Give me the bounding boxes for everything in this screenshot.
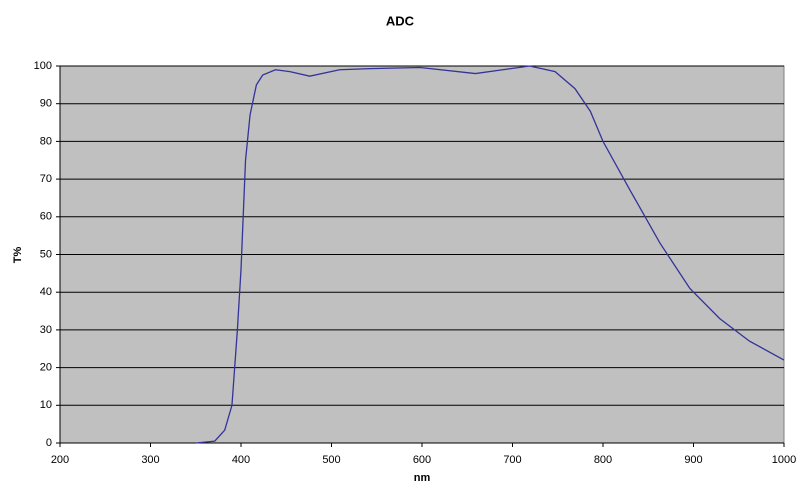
y-tick-label: 20 <box>40 362 52 374</box>
y-tick-label: 30 <box>40 324 52 336</box>
y-axis-label: T% <box>12 247 24 264</box>
x-tick-label: 700 <box>503 454 521 466</box>
x-tick-label: 200 <box>51 454 69 466</box>
x-tick-label: 300 <box>141 454 159 466</box>
x-tick-label: 800 <box>594 454 612 466</box>
x-tick-label: 500 <box>322 454 340 466</box>
y-tick-label: 50 <box>40 248 52 260</box>
y-tick-label: 90 <box>40 98 52 110</box>
y-tick-label: 70 <box>40 173 52 185</box>
data-line <box>195 65 785 444</box>
x-axis-label: nm <box>414 472 431 484</box>
y-tick-label: 60 <box>40 211 52 223</box>
x-tick-label: 900 <box>684 454 702 466</box>
y-tick-label: 10 <box>40 399 52 411</box>
x-tick-label: 600 <box>413 454 431 466</box>
chart-title: ADC <box>386 13 415 28</box>
x-tick-label: 1000 <box>772 454 796 466</box>
x-tick-label: 400 <box>232 454 250 466</box>
y-tick-label: 80 <box>40 135 52 147</box>
y-tick-label: 100 <box>34 60 52 72</box>
y-tick-label: 0 <box>46 437 52 449</box>
y-tick-label: 40 <box>40 286 52 298</box>
